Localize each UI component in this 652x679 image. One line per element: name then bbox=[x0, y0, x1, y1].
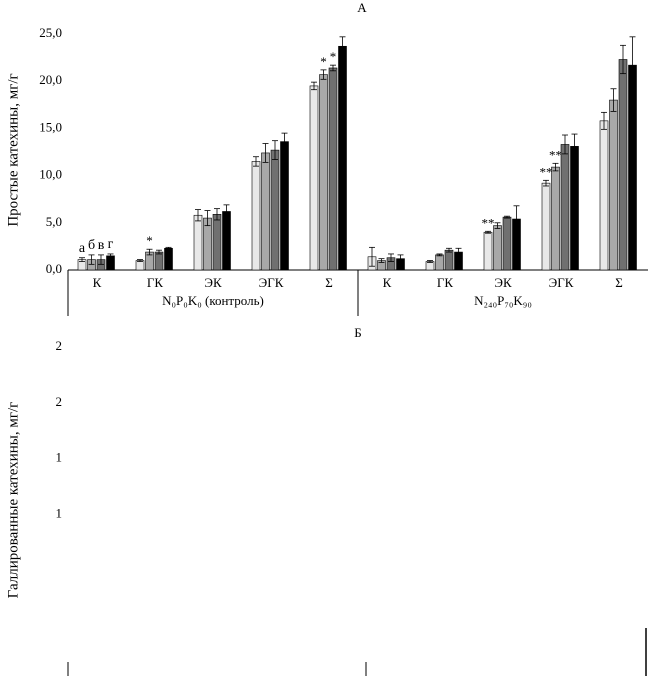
group-label: N₂₄₀P₇₀K₉₀ bbox=[474, 293, 532, 308]
bar bbox=[502, 216, 512, 271]
bar bbox=[609, 99, 618, 271]
y-tick-label: 10,0 bbox=[39, 167, 62, 182]
series-label: б bbox=[88, 238, 95, 253]
bar bbox=[164, 247, 173, 271]
bar bbox=[551, 166, 560, 271]
x-tick-label: Σ bbox=[325, 275, 333, 290]
y-tick-label: 1 bbox=[56, 505, 63, 520]
significance-marker: ** bbox=[549, 147, 562, 162]
x-tick-label: ЭГК bbox=[549, 275, 574, 290]
bar bbox=[541, 182, 551, 271]
bar bbox=[193, 214, 203, 271]
bar bbox=[270, 149, 280, 271]
bar bbox=[154, 251, 164, 271]
x-tick-label: ЭК bbox=[204, 275, 222, 290]
y-tick-label: 5,0 bbox=[46, 214, 62, 229]
y-tick-label: 2 bbox=[56, 338, 63, 353]
bar bbox=[212, 214, 222, 271]
chart-title: А bbox=[357, 0, 367, 15]
bar bbox=[435, 254, 444, 271]
chart-title: Б bbox=[354, 325, 361, 340]
bar bbox=[222, 211, 231, 271]
series-label: а bbox=[79, 241, 86, 256]
significance-marker: ** bbox=[482, 215, 495, 230]
bar bbox=[135, 260, 145, 271]
significance-marker: * bbox=[146, 233, 153, 248]
bar bbox=[493, 225, 502, 271]
series-label: г bbox=[108, 237, 114, 252]
x-tick-label: ЭГК bbox=[259, 275, 284, 290]
bar bbox=[338, 45, 347, 271]
bar bbox=[444, 249, 454, 271]
y-tick-label: 0,0 bbox=[46, 261, 62, 276]
bar bbox=[319, 74, 328, 271]
bar bbox=[251, 161, 261, 271]
y-tick-label: 2 bbox=[56, 394, 63, 409]
x-tick-label: К bbox=[383, 275, 392, 290]
series-label: в bbox=[98, 238, 105, 253]
x-tick-label: ГК bbox=[147, 275, 164, 290]
bar bbox=[599, 120, 609, 271]
y-axis-label: Галлированные катехины, мг/г bbox=[5, 402, 21, 599]
significance-marker: * bbox=[330, 49, 337, 64]
significance-marker: * bbox=[320, 54, 327, 69]
bar bbox=[280, 141, 289, 271]
bar bbox=[628, 64, 637, 271]
y-tick-label: 15,0 bbox=[39, 119, 62, 134]
bar bbox=[328, 67, 338, 271]
x-tick-label: ГК bbox=[437, 275, 454, 290]
y-tick-label: 20,0 bbox=[39, 72, 62, 87]
bar bbox=[560, 144, 570, 271]
significance-marker: ** bbox=[540, 164, 553, 179]
y-tick-label: 1 bbox=[56, 450, 63, 465]
x-tick-label: Σ bbox=[615, 275, 623, 290]
bar bbox=[261, 152, 270, 271]
bar bbox=[309, 85, 319, 271]
group-label: N₀P₀K₀ (контроль) bbox=[162, 293, 264, 308]
x-tick-label: ЭК bbox=[494, 275, 512, 290]
y-tick-label: 25,0 bbox=[39, 25, 62, 40]
x-tick-label: К bbox=[93, 275, 102, 290]
y-axis-label: Простые катехины, мг/г bbox=[5, 73, 21, 226]
bar bbox=[618, 59, 628, 271]
bar bbox=[570, 146, 579, 271]
bar bbox=[483, 231, 493, 271]
